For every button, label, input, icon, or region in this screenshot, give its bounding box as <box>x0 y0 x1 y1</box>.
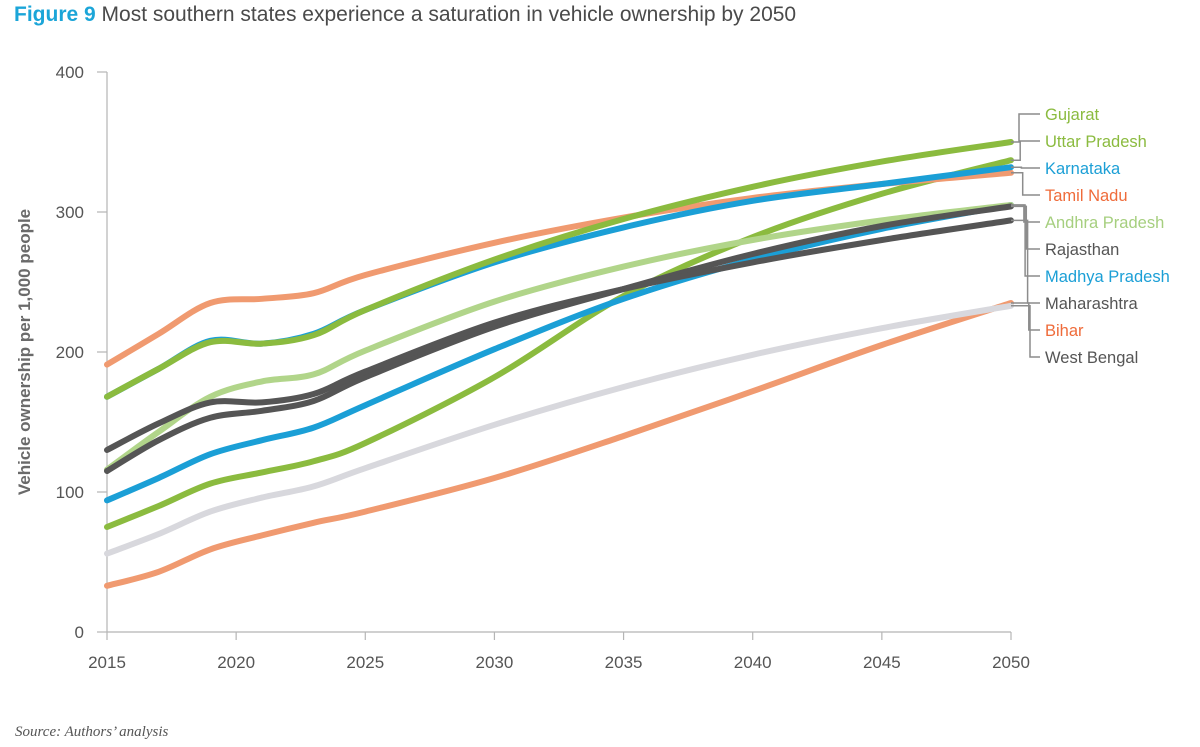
x-tick-label: 2045 <box>863 653 901 672</box>
y-tick-label: 400 <box>56 63 84 82</box>
series-line-gujarat <box>107 142 1011 397</box>
source-note: Source: Authors’ analysis <box>15 724 168 741</box>
legend-label-tamil-nadu: Tamil Nadu <box>1045 187 1128 205</box>
legend-label-gujarat: Gujarat <box>1045 106 1100 124</box>
chart-legend: Gujarat Uttar Pradesh Karnataka Tamil Nadu A… <box>1011 106 1170 367</box>
legend-label-madhya-pradesh: Madhya Pradesh <box>1045 268 1170 286</box>
legend-label-uttar-pradesh: Uttar Pradesh <box>1045 133 1147 151</box>
legend-leader-line <box>1011 205 1040 276</box>
legend-leader-line <box>1011 306 1040 357</box>
x-tick-label: 2035 <box>605 653 643 672</box>
chart-axes: 0 100 200 300 400 2015 2020 2025 2030 2035 2040 204… <box>56 63 1030 672</box>
legend-label-rajasthan: Rajasthan <box>1045 241 1119 259</box>
y-tick-label: 0 <box>75 623 84 642</box>
legend-label-maharashtra: Maharashtra <box>1045 295 1138 313</box>
x-tick-label: 2015 <box>88 653 126 672</box>
x-tick-label: 2030 <box>476 653 514 672</box>
x-tick-label: 2020 <box>217 653 255 672</box>
y-tick-label: 200 <box>56 343 84 362</box>
legend-label-bihar: Bihar <box>1045 322 1084 340</box>
x-tick-label: 2025 <box>346 653 384 672</box>
x-tick-label: 2050 <box>992 653 1030 672</box>
legend-leader-line <box>1011 173 1040 195</box>
legend-leader-line <box>1011 114 1040 142</box>
legend-label-andhra-pradesh: Andhra Pradesh <box>1045 214 1164 232</box>
legend-leader-line <box>1011 303 1040 330</box>
legend-label-karnataka: Karnataka <box>1045 160 1121 178</box>
legend-label-west-bengal: West Bengal <box>1045 349 1138 367</box>
line-chart: 0 100 200 300 400 2015 2020 2025 2030 2035 2040 204… <box>0 0 1200 720</box>
legend-leader-line <box>1011 141 1040 160</box>
y-tick-label: 300 <box>56 203 84 222</box>
y-axis-label: Vehicle ownership per 1,000 people <box>15 209 34 495</box>
y-tick-label: 100 <box>56 483 84 502</box>
x-tick-label: 2040 <box>734 653 772 672</box>
legend-leader-line <box>1011 167 1040 168</box>
chart-series-lines <box>107 142 1011 586</box>
